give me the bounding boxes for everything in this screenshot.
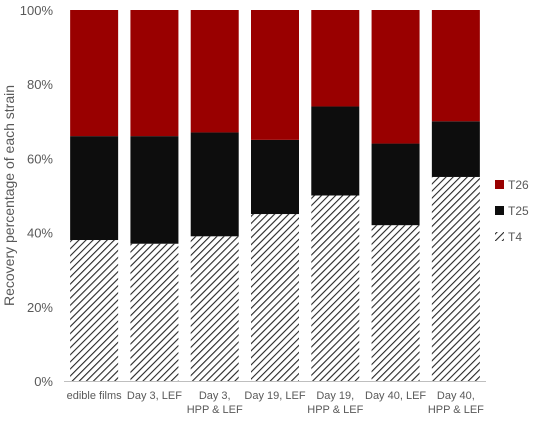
- bar-segment-t25: [311, 106, 360, 196]
- bar-segment-t4: [371, 225, 420, 381]
- y-tick-label: 0%: [34, 374, 53, 389]
- bar-segment-t25: [431, 121, 480, 177]
- y-tick-label: 40%: [27, 226, 53, 241]
- y-tick-label: 80%: [27, 77, 53, 92]
- bar-segment-t25: [70, 136, 119, 241]
- bar-segment-t26: [190, 10, 239, 133]
- x-tick-label: Day 19, HPP & LEF: [307, 390, 363, 416]
- legend: T26 T25 T4: [495, 178, 529, 244]
- bar-segment-t4: [130, 243, 179, 381]
- x-tick-label: Day 40, LEF: [365, 390, 426, 402]
- bar-segment-t26: [371, 10, 420, 144]
- bar-segment-t25: [130, 136, 179, 244]
- y-tick-label: 60%: [27, 151, 53, 166]
- y-tick-label: 100%: [20, 3, 54, 18]
- bar-segment-t26: [130, 10, 179, 137]
- legend-label: T4: [508, 230, 522, 244]
- bar-segment-t26: [311, 10, 360, 107]
- bar-segment-t25: [371, 143, 420, 226]
- bar-segment-t25: [251, 139, 299, 215]
- bar-segment-t26: [431, 10, 480, 122]
- x-tick-label: Day 3, HPP & LEF: [187, 390, 243, 416]
- legend-label: T25: [508, 204, 529, 218]
- legend-swatch-t25: [495, 206, 504, 215]
- bar-segment-t4: [251, 214, 299, 381]
- legend-swatch-t26: [495, 180, 504, 189]
- plot-area: [70, 10, 480, 381]
- bar-segment-t26: [251, 10, 299, 140]
- legend-swatch-t4: [495, 232, 504, 241]
- bar-segment-t25: [190, 132, 239, 237]
- y-tick-label: 20%: [27, 300, 53, 315]
- x-tick-label: edible films: [67, 390, 123, 402]
- bar-segment-t4: [311, 195, 360, 381]
- x-tick-label: Day 3, LEF: [127, 390, 182, 402]
- legend-label: T26: [508, 178, 529, 192]
- bar-segment-t4: [190, 236, 239, 381]
- bar-segment-t4: [70, 240, 119, 381]
- bar-segment-t4: [431, 176, 480, 381]
- y-axis-title: Recovery percentage of each strain: [1, 85, 17, 306]
- axes: 0% 20% 40% 60% 80% 100% edible films Day 3, LEF…: [20, 3, 486, 416]
- x-tick-label: Day 40, HPP & LEF: [428, 390, 484, 416]
- x-tick-label: Day 19, LEF: [244, 390, 305, 402]
- bar-segment-t26: [70, 10, 119, 137]
